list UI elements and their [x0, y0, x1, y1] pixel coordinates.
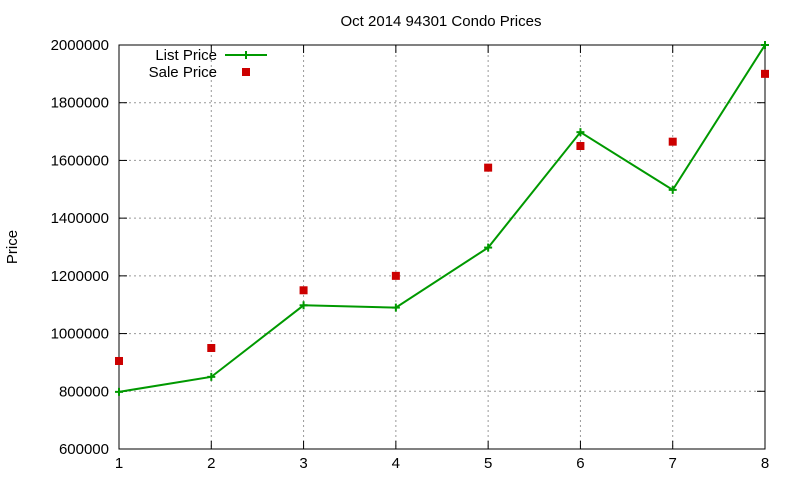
- y-tick-label: 800000: [59, 383, 109, 400]
- x-tick-label: 3: [299, 455, 307, 472]
- point-sale-price: [576, 142, 585, 150]
- point-sale-price: [391, 271, 400, 280]
- legend: List Price Sale Price: [149, 47, 267, 81]
- legend-marker-sale-price: [242, 68, 250, 76]
- x-tick-label: 5: [484, 455, 492, 472]
- legend-marker-list-price: [242, 51, 250, 59]
- y-tick-label: 600000: [59, 441, 109, 458]
- plot-border: [118, 44, 766, 450]
- x-tick-label: 1: [115, 455, 123, 472]
- y-tick-label: 1400000: [51, 210, 109, 227]
- series-line-list-price: [118, 44, 766, 393]
- legend-label-list-price: List Price: [155, 47, 217, 64]
- point-list-price: [761, 41, 769, 49]
- point-sale-price: [299, 286, 308, 295]
- point-list-price: [391, 303, 400, 312]
- y-tick-label: 2000000: [51, 37, 109, 54]
- point-list-price: [207, 372, 216, 381]
- grid-lines: [119, 45, 765, 449]
- axis-ticks: 600000 800000 1000000 1200000 1400000 1600000…: [51, 37, 770, 472]
- point-sale-price: [115, 356, 123, 365]
- point-sale-price: [668, 137, 677, 146]
- point-list-price: [299, 301, 308, 310]
- point-sale-price: [761, 69, 769, 78]
- x-tick-label: 2: [207, 455, 215, 472]
- point-list-price: [115, 387, 123, 396]
- y-tick-label: 1200000: [51, 268, 109, 285]
- x-tick-label: 7: [669, 455, 677, 472]
- x-tick-label: 4: [392, 455, 400, 472]
- y-tick-label: 1800000: [51, 95, 109, 112]
- data-marks: [115, 41, 769, 396]
- x-tick-label: 8: [761, 455, 769, 472]
- chart-title: Oct 2014 94301 Condo Prices: [341, 13, 542, 30]
- point-list-price: [668, 185, 677, 194]
- point-sale-price: [484, 163, 493, 172]
- y-tick-label: 1600000: [51, 152, 109, 169]
- point-list-price: [576, 128, 585, 137]
- x-tick-label: 6: [576, 455, 584, 472]
- y-tick-label: 1000000: [51, 326, 109, 343]
- legend-label-sale-price: Sale Price: [149, 64, 217, 81]
- y-axis-label: Price: [4, 230, 21, 264]
- point-list-price: [484, 243, 493, 252]
- point-sale-price: [207, 344, 216, 352]
